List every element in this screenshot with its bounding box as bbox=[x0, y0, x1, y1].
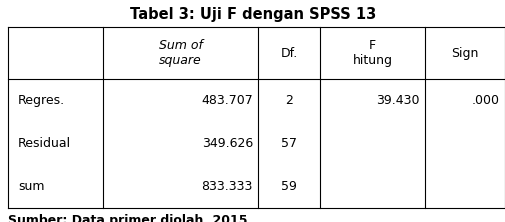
Text: Sum of
square: Sum of square bbox=[158, 39, 202, 67]
Text: 59: 59 bbox=[280, 180, 296, 193]
Text: F
hitung: F hitung bbox=[352, 39, 392, 67]
Text: Residual: Residual bbox=[18, 137, 71, 150]
Text: Sumber: Data primer diolah, 2015: Sumber: Data primer diolah, 2015 bbox=[8, 214, 247, 222]
Text: 39.430: 39.430 bbox=[376, 94, 419, 107]
Text: 349.626: 349.626 bbox=[201, 137, 252, 150]
Text: Sign: Sign bbox=[450, 46, 478, 59]
Text: Df.: Df. bbox=[280, 46, 297, 59]
Text: 483.707: 483.707 bbox=[201, 94, 252, 107]
Text: Regres.: Regres. bbox=[18, 94, 65, 107]
Text: 57: 57 bbox=[280, 137, 296, 150]
Text: .000: .000 bbox=[471, 94, 499, 107]
Text: 2: 2 bbox=[284, 94, 292, 107]
Text: 833.333: 833.333 bbox=[201, 180, 252, 193]
Text: sum: sum bbox=[18, 180, 44, 193]
Text: Tabel 3: Uji F dengan SPSS 13: Tabel 3: Uji F dengan SPSS 13 bbox=[130, 6, 375, 22]
